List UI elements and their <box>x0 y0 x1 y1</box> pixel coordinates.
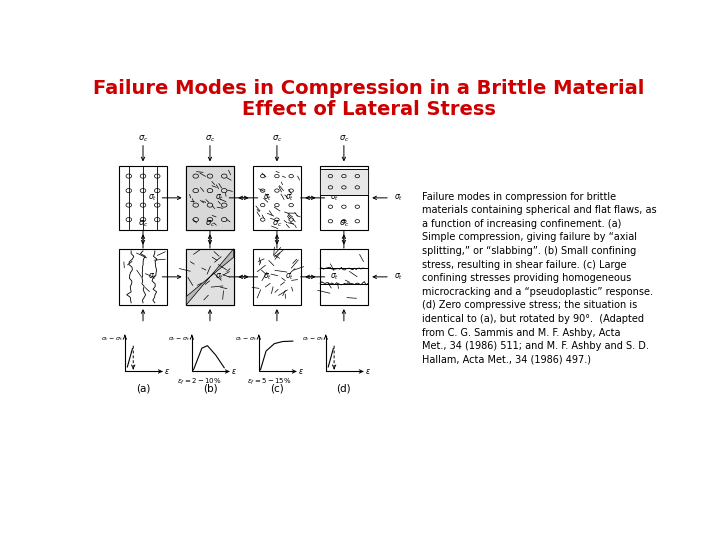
Text: $\sigma_c-\sigma_t$: $\sigma_c-\sigma_t$ <box>302 335 324 343</box>
Bar <box>253 166 301 230</box>
Text: Failure modes in compression for brittle
materials containing spherical and flat: Failure modes in compression for brittle… <box>422 192 657 365</box>
Bar <box>186 249 234 305</box>
Text: $\sigma_t$: $\sigma_t$ <box>285 272 294 282</box>
Bar <box>120 166 167 230</box>
Text: $\sigma_t$: $\sigma_t$ <box>263 272 271 282</box>
Text: $\sigma_c$: $\sigma_c$ <box>271 219 282 229</box>
Text: $\sigma_c$: $\sigma_c$ <box>204 219 215 229</box>
Text: $\sigma_t$: $\sigma_t$ <box>394 272 403 282</box>
Text: $\sigma_c$: $\sigma_c$ <box>204 133 215 144</box>
Text: $\sigma_t$: $\sigma_t$ <box>330 193 338 203</box>
Text: $\varepsilon_f = 2-10\%$: $\varepsilon_f = 2-10\%$ <box>177 376 222 387</box>
Text: $\sigma_t$: $\sigma_t$ <box>330 272 338 282</box>
Text: (d): (d) <box>336 383 351 393</box>
Text: $\sigma_c$: $\sigma_c$ <box>271 133 282 144</box>
Bar <box>186 166 234 230</box>
Text: $\sigma_c$: $\sigma_c$ <box>138 133 148 144</box>
Bar <box>320 169 368 194</box>
Bar <box>120 249 167 305</box>
Text: $\sigma_t$: $\sigma_t$ <box>263 193 271 203</box>
Text: $\varepsilon$: $\varepsilon$ <box>365 367 371 376</box>
Text: $\sigma_t$: $\sigma_t$ <box>148 193 158 203</box>
Text: (b): (b) <box>202 383 217 393</box>
Polygon shape <box>186 249 234 305</box>
Text: $\sigma_c$: $\sigma_c$ <box>338 133 349 144</box>
Text: $\sigma_t$: $\sigma_t$ <box>215 272 225 282</box>
Text: $\sigma_t$: $\sigma_t$ <box>394 193 403 203</box>
Bar <box>320 249 368 305</box>
Text: $\varepsilon$: $\varepsilon$ <box>164 367 170 376</box>
Text: $\sigma_t$: $\sigma_t$ <box>148 272 158 282</box>
Text: (c): (c) <box>270 383 284 393</box>
Text: $\sigma_c$: $\sigma_c$ <box>338 219 349 229</box>
Text: $\sigma_t$: $\sigma_t$ <box>285 193 294 203</box>
Bar <box>186 166 234 230</box>
Text: $\sigma_c-\sigma_t$: $\sigma_c-\sigma_t$ <box>102 335 123 343</box>
Text: Failure Modes in Compression in a Brittle Material: Failure Modes in Compression in a Brittl… <box>94 79 644 98</box>
Bar <box>186 249 234 305</box>
Text: $\varepsilon$: $\varepsilon$ <box>298 367 304 376</box>
Text: Effect of Lateral Stress: Effect of Lateral Stress <box>242 100 496 119</box>
Text: (a): (a) <box>136 383 150 393</box>
Text: $\sigma_c-\sigma_t$: $\sigma_c-\sigma_t$ <box>168 335 190 343</box>
Bar <box>320 166 368 230</box>
Text: $\sigma_c-\sigma_t$: $\sigma_c-\sigma_t$ <box>235 335 257 343</box>
Text: $\sigma_t$: $\sigma_t$ <box>215 193 225 203</box>
Text: $\varepsilon$: $\varepsilon$ <box>231 367 237 376</box>
Bar <box>253 249 301 305</box>
Text: $\sigma_c$: $\sigma_c$ <box>138 219 148 229</box>
Text: $\varepsilon_f = 5-15\%$: $\varepsilon_f = 5-15\%$ <box>246 376 291 387</box>
